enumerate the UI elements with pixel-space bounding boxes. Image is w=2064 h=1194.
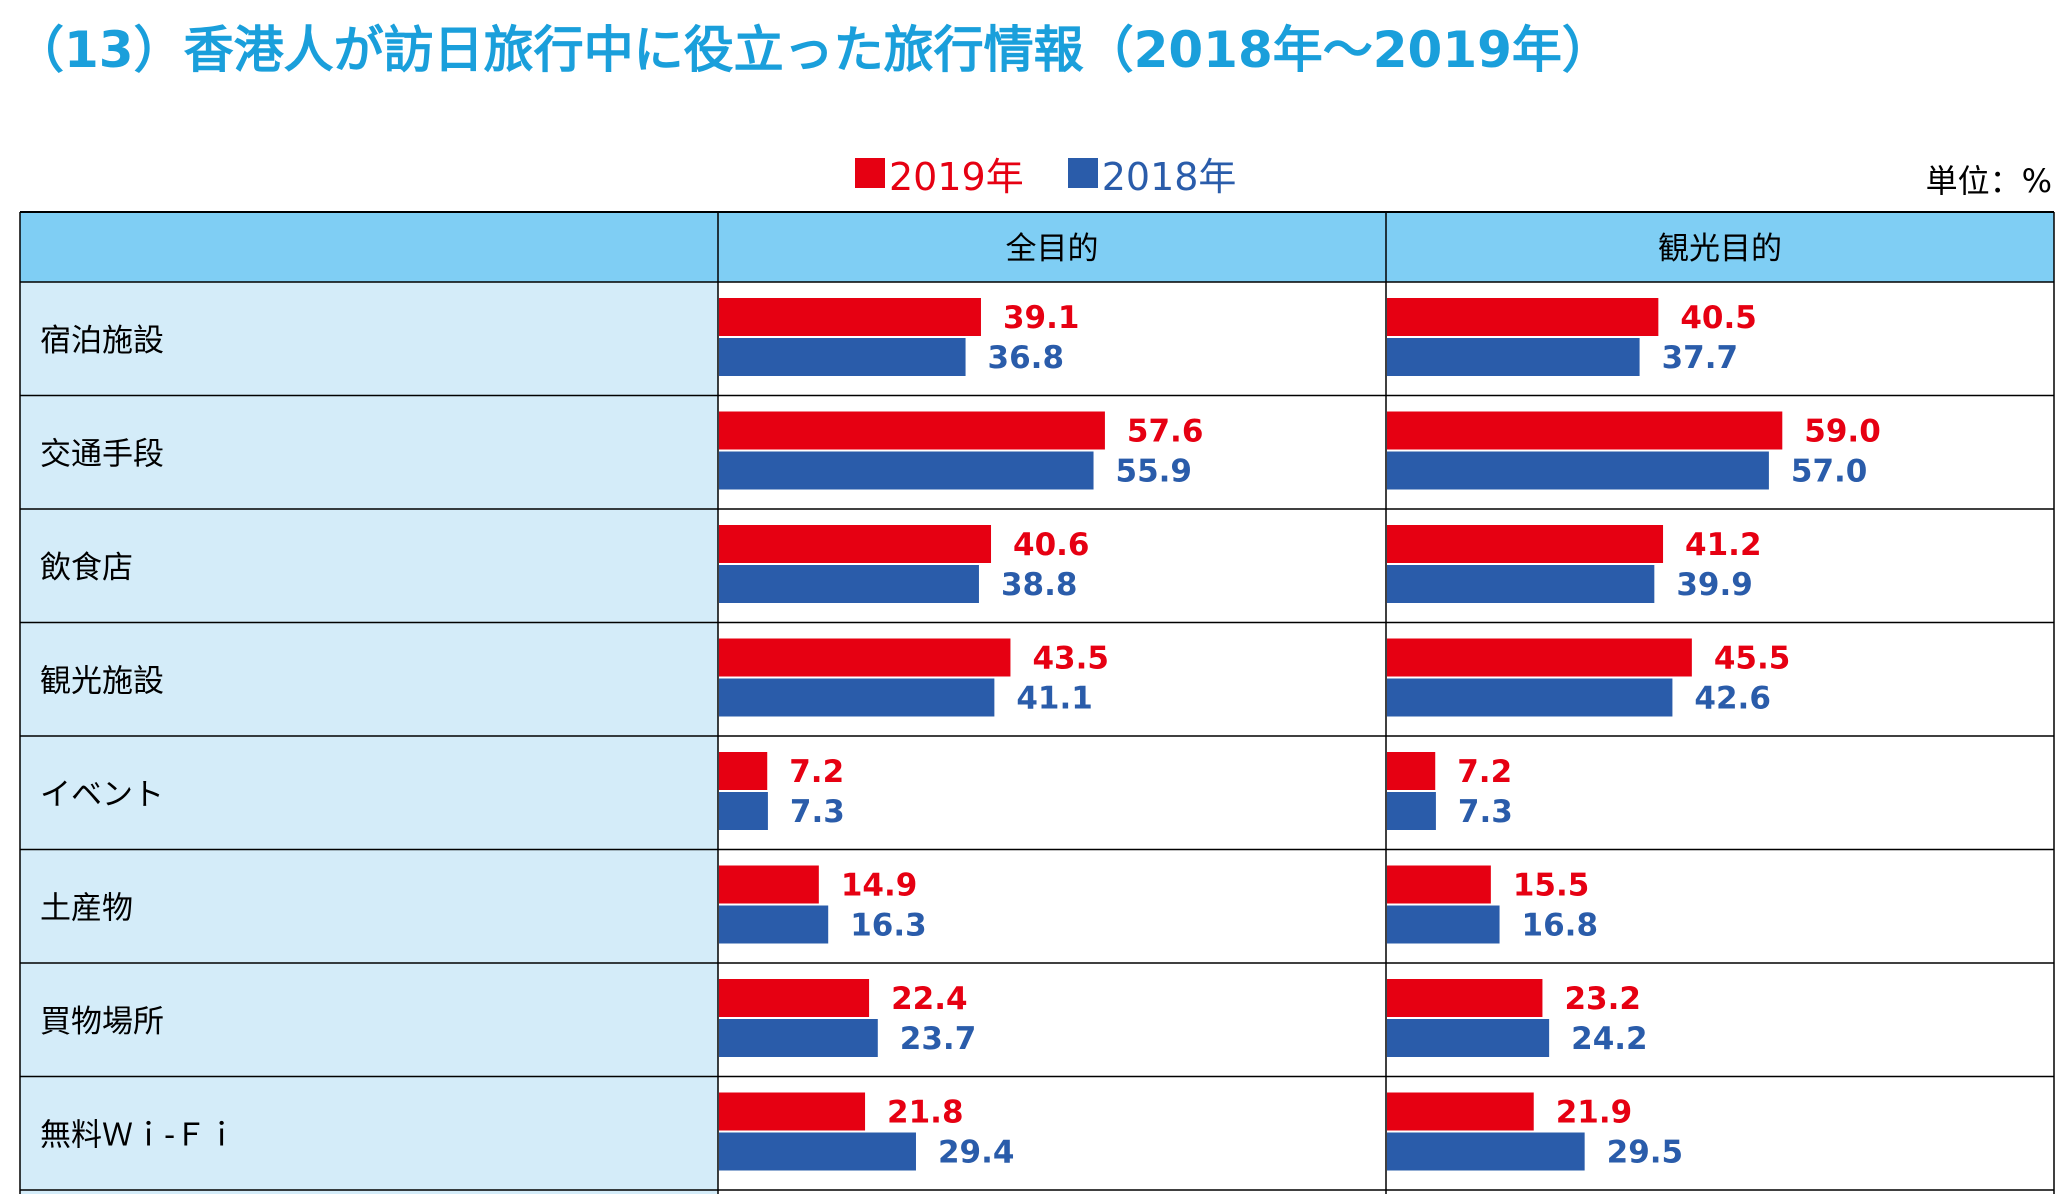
data-label-2019: 43.5 [1032, 641, 1109, 677]
bar-2019 [719, 865, 819, 904]
data-label-2018: 7.3 [1458, 794, 1513, 830]
bar-2019 [1387, 411, 1783, 450]
bar-2019 [719, 979, 870, 1017]
bar-2019 [1387, 979, 1543, 1017]
data-label-2019: 22.4 [891, 981, 968, 1017]
header-row-bg [20, 212, 2054, 282]
data-label-2019: 40.6 [1013, 527, 1090, 563]
data-label-2019: 41.2 [1685, 527, 1762, 563]
category-label: 飲食店 [40, 550, 133, 586]
data-label-2019: 7.2 [789, 754, 844, 790]
bar-2019 [719, 1092, 866, 1131]
bar-2018 [719, 678, 995, 717]
data-label-2018: 38.8 [1001, 567, 1077, 603]
data-label-2018: 37.7 [1662, 340, 1739, 376]
data-label-2019: 21.8 [887, 1095, 964, 1131]
legend-swatch-2018 [1067, 158, 1098, 188]
bar-2019 [1387, 865, 1491, 904]
data-label-2018: 7.3 [790, 794, 845, 830]
bar-2019 [1387, 1092, 1534, 1131]
category-label: イベント [40, 777, 164, 813]
category-label: 無料Ｗｉ-Ｆｉ [40, 1117, 237, 1153]
data-label-2018: 29.5 [1607, 1135, 1684, 1171]
bar-2018 [1387, 792, 1436, 830]
category-label: 土産物 [40, 890, 133, 926]
data-label-2019: 21.9 [1556, 1095, 1633, 1131]
data-label-2018: 23.7 [900, 1021, 977, 1057]
bar-2018 [719, 565, 979, 603]
category-label: 観光施設 [40, 663, 164, 699]
panel-header-1: 全目的 [1006, 231, 1099, 267]
bar-2018 [1387, 565, 1655, 603]
data-label-2018: 29.4 [938, 1135, 1015, 1171]
bar-2018 [719, 792, 768, 830]
bar-2018 [719, 905, 829, 944]
data-label-2019: 23.2 [1564, 981, 1641, 1017]
data-label-2019: 57.6 [1127, 414, 1204, 450]
legend-item-2019: 2019年 [855, 146, 1024, 201]
bar-2019 [1387, 525, 1664, 563]
data-label-2018: 41.1 [1016, 681, 1093, 717]
bar-2019 [1387, 638, 1692, 677]
legend-label-2019: 2019年 [889, 154, 1024, 199]
data-label-2019: 59.0 [1804, 414, 1881, 450]
category-label: 交通手段 [40, 436, 164, 472]
bar-2018 [719, 1132, 916, 1171]
bar-2018 [1387, 1132, 1585, 1171]
data-label-2019: 39.1 [1003, 300, 1080, 336]
data-label-2018: 42.6 [1694, 681, 1771, 717]
legend-label-2018: 2018年 [1101, 154, 1237, 199]
bar-2019 [1387, 298, 1659, 336]
label-column-bg [20, 282, 718, 1194]
data-label-2019: 14.9 [841, 868, 918, 904]
unit-label: 単位：% [1925, 162, 2052, 200]
data-label-2018: 57.0 [1791, 454, 1868, 490]
bar-2018 [719, 1019, 878, 1057]
data-label-2019: 7.2 [1457, 754, 1512, 790]
bar-2018 [1387, 1019, 1550, 1057]
bar-2019 [719, 298, 981, 336]
bar-2018 [1387, 338, 1640, 376]
bar-2018 [719, 451, 1094, 490]
category-label: 宿泊施設 [40, 323, 164, 359]
bar-2018 [1387, 905, 1500, 944]
data-label-2018: 16.8 [1522, 908, 1599, 944]
bar-2019 [719, 638, 1011, 677]
bar-2018 [1387, 678, 1673, 717]
bar-2019 [719, 752, 768, 790]
bar-2019 [719, 525, 992, 563]
legend: 2019年 2018年 [855, 146, 1237, 201]
data-label-2018: 39.9 [1676, 567, 1753, 603]
legend-item-2018: 2018年 [1067, 146, 1237, 201]
category-label: 買物場所 [40, 1004, 164, 1040]
data-label-2018: 36.8 [988, 340, 1065, 376]
data-label-2018: 16.3 [850, 908, 927, 944]
legend-swatch-2019 [855, 158, 885, 188]
data-label-2018: 55.9 [1116, 454, 1193, 490]
bar-2018 [1387, 451, 1769, 490]
panel-header-2: 観光目的 [1658, 231, 1782, 267]
chart-title: （13）香港人が訪日旅行中に役立った旅行情報（2018年～2019年） [14, 21, 1612, 79]
data-label-2019: 15.5 [1513, 868, 1590, 904]
bar-2018 [719, 338, 966, 376]
bar-2019 [1387, 752, 1436, 790]
bar-2019 [719, 411, 1105, 450]
data-label-2018: 24.2 [1571, 1021, 1648, 1057]
data-label-2019: 45.5 [1714, 641, 1791, 677]
data-label-2019: 40.5 [1680, 300, 1757, 336]
